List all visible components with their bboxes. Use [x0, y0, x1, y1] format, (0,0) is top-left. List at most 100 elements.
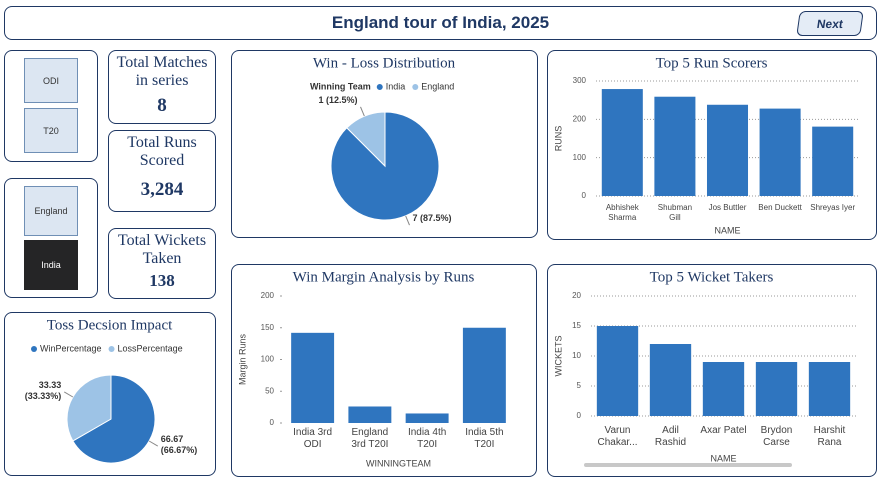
- chart: Top 5 Wicket Takers 0 5 10 15 20 Varun Chakar.…: [553, 269, 856, 467]
- chart-title: Toss Decsion Impact: [47, 317, 173, 333]
- leader-line: [360, 106, 365, 117]
- legend-title: Winning Team: [310, 81, 371, 91]
- y-tick-label: 0: [270, 418, 275, 427]
- y-axis-title: RUNS: [553, 126, 563, 152]
- x-tick-label: Adil Rashid: [654, 425, 687, 448]
- y-tick-label: 20: [572, 291, 581, 300]
- label-box: Varun Chakar...: [597, 425, 638, 448]
- chart-panel: Toss Decsion Impact WinPercentage LossPerc…: [4, 312, 216, 476]
- y-tick-label: 0: [577, 411, 582, 420]
- chart: Toss Decsion Impact WinPercentage LossPerc…: [24, 317, 198, 464]
- y-tick-label: 300: [573, 76, 587, 85]
- legend-swatch: [412, 84, 419, 90]
- bar: [759, 108, 801, 196]
- y-tick-label: 15: [572, 321, 581, 330]
- chart-title: Win Margin Analysis by Runs: [293, 269, 475, 285]
- x-tick-label: Shreyas Iyer: [810, 203, 856, 212]
- y-tick-label: 50: [265, 386, 274, 395]
- chart-panel: Top 5 Run Scorers 0 100 200 300 Abhishek Shar…: [547, 50, 877, 240]
- scrollbar: [584, 463, 792, 467]
- label-box: England 3rd T20I: [351, 427, 388, 450]
- label-box: Abhishek Sharma: [605, 203, 639, 222]
- label-box: 33.33 (33.33%): [24, 379, 62, 401]
- bar: [812, 126, 854, 196]
- label-box: Axar Patel: [700, 425, 747, 436]
- chart: Top 5 Run Scorers 0 100 200 300 Abhishek Shar…: [553, 55, 859, 235]
- bar: [405, 413, 449, 423]
- kpi-card: Total Runs Scored 3,284: [108, 130, 216, 212]
- kpi-card: Total Matches in series 8: [108, 50, 216, 124]
- pie-slice: [66, 374, 112, 442]
- pie-slice: [346, 111, 386, 168]
- bar: [348, 406, 392, 423]
- legend-label: WinPercentage: [40, 343, 102, 353]
- x-tick-label: Axar Patel: [700, 425, 747, 436]
- x-tick-label: Harshit Rana: [813, 425, 846, 448]
- bar: [462, 327, 506, 423]
- bar: [706, 104, 749, 196]
- chart-title: Top 5 Wicket Takers: [650, 269, 774, 285]
- data-label: 7 (87.5%): [412, 213, 452, 224]
- bar: [596, 326, 639, 416]
- label-box: 7 (87.5%): [412, 213, 452, 224]
- chart-panel: Top 5 Wicket Takers 0 5 10 15 20 Varun Chakar.…: [547, 264, 877, 477]
- label-box: Brydon Carse: [760, 425, 793, 448]
- label-box: India 3rd ODI: [293, 427, 332, 450]
- bar: [702, 362, 745, 416]
- x-axis-title: WINNINGTEAM: [366, 458, 431, 468]
- x-axis-title: NAME: [714, 225, 740, 235]
- x-tick-label: Jos Buttler: [708, 203, 747, 212]
- label-box: 1 (12.5%): [318, 94, 358, 105]
- chart-panel: Win - Loss Distribution Winning Team India…: [231, 50, 538, 238]
- x-axis-title: NAME: [710, 453, 736, 463]
- legend-label: LossPercentage: [118, 343, 183, 353]
- data-label: 1 (12.5%): [318, 94, 358, 105]
- data-label: 66.67 (66.67%): [160, 434, 198, 455]
- card-title: Total Matches in series: [116, 54, 208, 89]
- x-tick-label: Varun Chakar...: [597, 425, 638, 448]
- bar: [654, 96, 696, 196]
- label-box: India 5th T20I: [465, 427, 503, 450]
- y-tick-label: 150: [261, 323, 275, 332]
- label-box: Shreyas Iyer: [810, 203, 856, 212]
- label-box: 66.67 (66.67%): [160, 434, 198, 455]
- bar: [808, 362, 851, 416]
- chart: Win Margin Analysis by Runs 0 50 100 150 200 I…: [237, 269, 506, 468]
- card-title: Total Runs Scored: [127, 134, 197, 169]
- x-tick-label: Abhishek Sharma: [605, 203, 639, 222]
- y-tick-label: 100: [261, 355, 275, 364]
- kpi-card: Total Wickets Taken 138: [108, 228, 216, 299]
- chart: Win - Loss Distribution Winning Team India…: [310, 55, 456, 226]
- legend-swatch: [376, 84, 383, 90]
- y-tick-label: 5: [577, 381, 582, 390]
- slicer-button-selected[interactable]: India: [24, 240, 78, 290]
- leader-line: [405, 215, 410, 226]
- legend-swatch: [108, 346, 115, 352]
- slicer-button[interactable]: ODI: [24, 58, 78, 103]
- label-box: India 4th T20I: [407, 427, 447, 450]
- data-label: 33.33 (33.33%): [24, 379, 62, 401]
- bar: [601, 89, 643, 196]
- x-tick-label: Ben Duckett: [758, 203, 802, 212]
- next-button[interactable]: Next: [796, 11, 864, 36]
- legend-label: England: [421, 81, 454, 91]
- y-tick-label: 100: [573, 153, 587, 162]
- y-axis-title: Margin Runs: [237, 333, 247, 385]
- y-axis-title: WICKETS: [553, 335, 563, 376]
- chart-title: Win - Loss Distribution: [313, 55, 456, 71]
- y-tick-label: 0: [582, 191, 587, 200]
- chart-title: Top 5 Run Scorers: [656, 55, 768, 71]
- slicer-button[interactable]: T20: [24, 108, 78, 153]
- legend-swatch: [31, 346, 37, 352]
- leader-line: [148, 440, 159, 447]
- bar: [649, 344, 692, 416]
- x-tick-label: India 4th T20I: [407, 427, 447, 450]
- x-tick-label: Brydon Carse: [760, 425, 793, 448]
- slicer-button[interactable]: England: [24, 186, 78, 236]
- header: England tour of India, 2025: [4, 6, 877, 40]
- y-tick-label: 200: [573, 114, 587, 123]
- card-value: 3,284: [140, 179, 184, 200]
- leader-line: [63, 391, 74, 398]
- label-box: Shubman Gill: [658, 203, 692, 222]
